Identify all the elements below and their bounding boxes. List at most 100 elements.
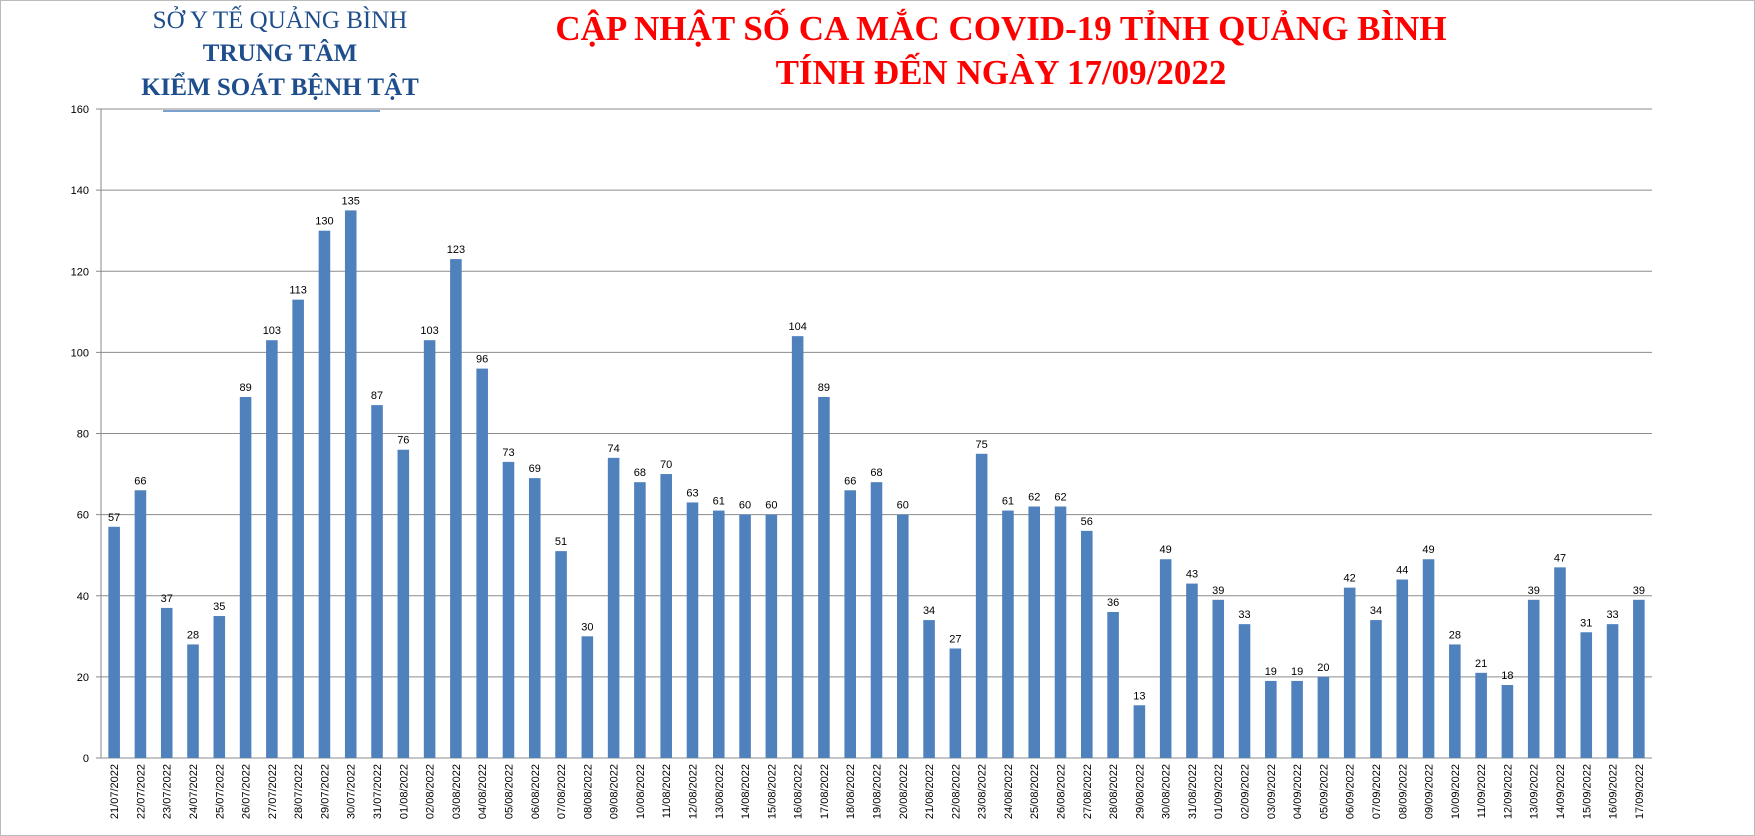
bar [1501,684,1514,758]
x-tick-label: 21/08/2022 [924,764,936,819]
bar [1238,624,1251,758]
x-tick-label: 01/09/2022 [1213,764,1225,819]
x-tick-label: 02/08/2022 [425,764,437,819]
x-tick-label: 03/09/2022 [1266,764,1278,819]
x-tick-label: 06/09/2022 [1345,764,1357,819]
x-tick-label: 04/09/2022 [1292,764,1304,819]
bar [818,396,830,758]
value-label: 51 [555,536,567,548]
value-label: 36 [1107,597,1119,609]
x-tick-label: 29/07/2022 [319,764,331,819]
value-label: 135 [342,195,360,207]
x-tick-label: 08/08/2022 [582,764,594,819]
chart-title: CẬP NHẬT SỐ CA MẮC COVID-19 TỈNH QUẢNG B… [555,7,1446,48]
value-label: 89 [239,382,251,394]
bar [344,210,357,758]
value-label: 70 [660,459,672,471]
bar [660,474,672,758]
x-tick-label: 12/08/2022 [687,764,699,819]
bar [1081,530,1093,758]
bar [1449,644,1461,758]
bar [1159,559,1172,758]
x-tick-label: 14/09/2022 [1555,764,1567,819]
bar [1554,567,1566,758]
value-label: 47 [1554,552,1566,564]
x-tick-label: 29/08/2022 [1134,764,1146,819]
value-label: 74 [607,443,619,455]
x-tick-label: 05/08/2022 [503,764,515,819]
bar [923,620,935,758]
value-label: 130 [315,216,333,228]
value-label: 87 [371,390,383,402]
x-tick-label: 30/07/2022 [346,764,358,819]
bar [844,490,856,758]
value-label: 21 [1475,658,1487,670]
x-tick-label: 02/09/2022 [1240,764,1252,819]
value-label: 13 [1133,690,1145,702]
value-label: 37 [161,593,173,605]
value-label: 103 [420,325,438,337]
bar [318,230,331,758]
y-tick-label: 80 [77,429,89,441]
value-label: 73 [502,447,514,459]
bar [108,526,120,758]
value-label: 39 [1633,585,1645,597]
x-tick-label: 24/07/2022 [188,764,200,819]
value-label: 43 [1186,569,1198,581]
value-label: 20 [1317,662,1329,674]
x-tick-label: 13/09/2022 [1529,764,1541,819]
x-tick-label: 17/08/2022 [819,764,831,819]
value-label: 75 [976,439,988,451]
value-label: 62 [1028,492,1040,504]
bar [1028,506,1041,758]
bar [739,514,751,758]
y-tick-label: 140 [71,185,89,197]
x-tick-label: 07/08/2022 [556,764,568,819]
value-label: 35 [213,601,225,613]
value-label: 44 [1396,565,1408,577]
bar [765,514,778,758]
value-label: 104 [788,321,806,333]
value-label: 69 [529,463,541,475]
x-tick-label: 23/07/2022 [162,764,174,819]
y-tick-label: 20 [77,672,89,684]
bar [423,340,436,758]
value-label: 39 [1212,585,1224,597]
bar [949,648,962,758]
value-label: 76 [397,435,409,447]
bar [1317,676,1330,758]
value-label: 56 [1081,516,1093,528]
y-tick-label: 0 [83,753,89,765]
bar [528,478,541,758]
y-tick-label: 40 [77,591,89,603]
bar [1265,680,1277,758]
value-label: 19 [1291,666,1303,678]
bar [1343,587,1356,758]
bar [1186,583,1198,758]
value-label: 33 [1238,609,1250,621]
bar [502,461,515,758]
x-tick-label: 15/08/2022 [766,764,778,819]
bar [371,405,383,758]
x-tick-label: 04/08/2022 [477,764,489,819]
value-label: 60 [897,500,909,512]
bar [1475,672,1487,758]
x-tick-label: 31/07/2022 [372,764,384,819]
y-tick-label: 160 [71,104,89,116]
bar [1291,680,1303,758]
bar [1527,599,1540,758]
value-label: 68 [870,467,882,479]
bar [160,607,173,758]
x-tick-label: 16/09/2022 [1608,764,1620,819]
bar [213,616,226,758]
x-tick-label: 11/09/2022 [1476,764,1488,818]
value-label: 39 [1528,585,1540,597]
y-tick-label: 120 [71,266,89,278]
value-label: 18 [1501,670,1513,682]
x-tick-label: 27/08/2022 [1082,764,1094,819]
x-tick-label: 11/08/2022 [661,764,673,818]
x-tick-label: 09/08/2022 [609,764,621,819]
value-label: 62 [1054,492,1066,504]
bar [450,259,462,758]
value-label: 63 [686,487,698,499]
